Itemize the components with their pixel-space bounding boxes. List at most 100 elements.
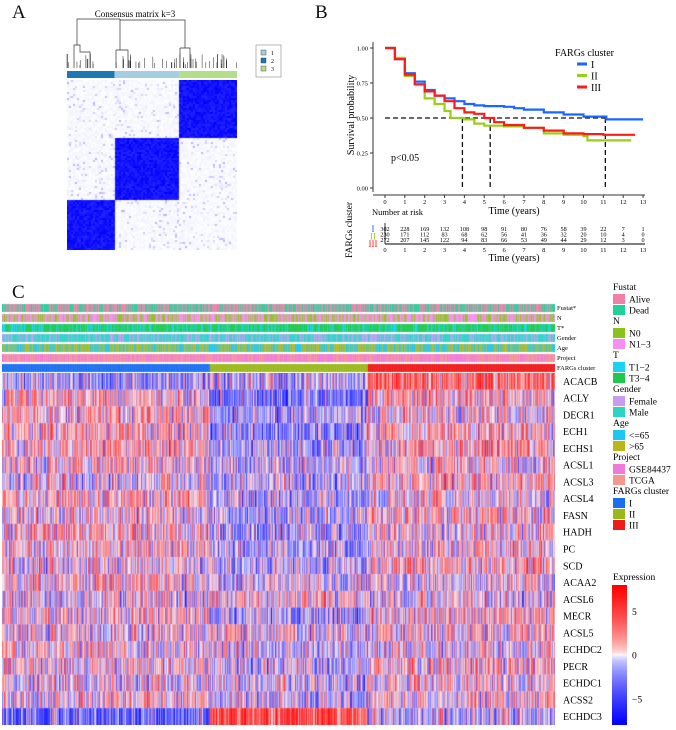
legend-group-title: Gender	[613, 385, 642, 395]
risk-x-tick-label: 4	[463, 247, 467, 254]
y-tick-label: 0.00	[357, 186, 368, 193]
risk-value: 56	[501, 232, 507, 239]
legend-swatch-2	[260, 57, 267, 64]
legend-item-label: Male	[629, 409, 649, 419]
risk-x-tick-label: 6	[502, 247, 506, 254]
risk-x-tick-label: 2	[423, 247, 426, 254]
legend-label-II: II	[591, 72, 598, 83]
risk-value: 91	[501, 226, 507, 233]
colorbar-tick-label: −5	[632, 695, 642, 705]
risk-value: 83	[441, 232, 447, 239]
panel-label-a: A	[12, 2, 26, 23]
legend-swatch	[613, 441, 625, 451]
legend-swatch	[613, 396, 625, 406]
risk-value: 207	[400, 237, 409, 244]
risk-x-tick-label: 0	[383, 247, 386, 254]
gene-label-ECHDC1: ECHDC1	[563, 679, 602, 690]
risk-value: 169	[420, 226, 429, 233]
risk-value: 228	[400, 226, 409, 233]
legend-group-title: Fustat	[613, 283, 637, 293]
legend-group-title: T	[613, 351, 619, 361]
x-tick-label: 9	[562, 199, 565, 206]
legend-swatch-1	[260, 49, 267, 56]
risk-value: 29	[580, 237, 586, 244]
annotation-row-label: Project	[557, 355, 576, 362]
risk-x-axis-label: Time (years)	[489, 253, 540, 264]
x-tick-label: 13	[640, 199, 647, 206]
x-tick-label: 12	[620, 199, 627, 206]
risk-value: 7	[622, 226, 625, 233]
risk-value: 41	[521, 232, 527, 239]
cluster-bar-1	[114, 71, 180, 78]
risk-value: 94	[461, 237, 467, 244]
risk-value: 32	[561, 232, 567, 239]
gene-label-ACSL6: ACSL6	[563, 595, 594, 606]
risk-x-tick-label: 10	[580, 247, 587, 254]
gene-label-ACAA2: ACAA2	[563, 578, 596, 589]
x-tick-label: 4	[463, 199, 467, 206]
legend-item-label: Female	[629, 398, 657, 408]
gene-label-ACSL3: ACSL3	[563, 477, 594, 488]
legend-swatch	[613, 294, 625, 304]
risk-value: 49	[541, 237, 547, 244]
x-tick-label: 8	[542, 199, 545, 206]
legend-swatch	[613, 305, 625, 315]
risk-y-axis-label: FARGs cluster	[345, 201, 355, 258]
consensus-title: Consensus matrix k=3	[95, 9, 176, 19]
risk-value: 44	[561, 237, 567, 244]
gene-label-ACACB: ACACB	[563, 377, 598, 388]
legend-label-3: 3	[271, 67, 274, 73]
risk-value: 171	[400, 232, 409, 239]
colorbar-title: Expression	[613, 573, 655, 583]
panel-label-c: C	[12, 282, 25, 303]
risk-value: 0	[642, 237, 645, 244]
gene-label-PECR: PECR	[563, 662, 588, 673]
risk-value: 302	[380, 226, 389, 233]
legend-item-label: TCGA	[629, 477, 655, 487]
gene-label-PC: PC	[563, 545, 576, 556]
y-tick-label: 0.50	[357, 116, 368, 123]
dendrogram	[73, 18, 191, 68]
legend-swatch	[613, 509, 625, 519]
risk-value: 66	[501, 237, 507, 244]
risk-x-tick-label: 3	[443, 247, 446, 254]
gene-label-ACSL4: ACSL4	[563, 494, 594, 505]
y-axis-label: Survival probability	[346, 75, 357, 155]
legend-swatch	[613, 362, 625, 372]
cluster-bar-3	[179, 71, 237, 78]
annotation-row-label: Gender	[557, 335, 577, 342]
legend-item-label: <=65	[629, 432, 649, 442]
risk-x-tick-label: 13	[640, 247, 647, 254]
x-tick-label: 0	[383, 199, 386, 206]
legend-swatch	[613, 464, 625, 474]
risk-value: 230	[380, 232, 389, 239]
risk-value: 1	[642, 226, 645, 233]
legend-label-I: I	[591, 60, 594, 71]
risk-x-tick-label: 8	[542, 247, 545, 254]
legend-swatch	[613, 475, 625, 485]
legend-item-label: III	[629, 522, 639, 532]
risk-value: 272	[380, 237, 389, 244]
risk-x-tick-label: 1	[403, 247, 406, 254]
gene-label-HADH: HADH	[563, 528, 592, 539]
risk-value: 39	[580, 226, 586, 233]
risk-x-tick-label: 7	[522, 247, 526, 254]
panel-label-b: B	[315, 2, 328, 23]
gene-label-FASN: FASN	[563, 511, 588, 522]
consensus-matrix	[67, 80, 237, 250]
risk-value: 122	[440, 237, 449, 244]
legend-swatch	[613, 520, 625, 530]
legend-group-title: Project	[613, 453, 640, 463]
x-tick-label: 10	[580, 199, 587, 206]
risk-table-title: Number at risk	[372, 207, 424, 217]
risk-value: 112	[420, 232, 429, 239]
y-tick-label: 1.00	[357, 46, 368, 53]
x-tick-label: 3	[443, 199, 446, 206]
risk-value: 98	[481, 226, 487, 233]
gene-label-MECR: MECR	[563, 612, 592, 623]
gene-label-ECH1: ECH1	[563, 427, 588, 438]
legend-item-label: II	[629, 511, 635, 521]
legend-label-2: 2	[271, 59, 274, 65]
